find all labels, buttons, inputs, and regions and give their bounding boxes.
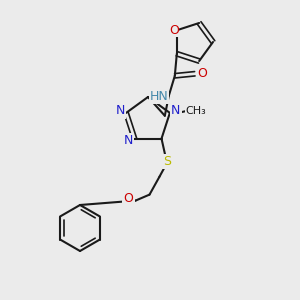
Text: N: N [171, 104, 181, 117]
Text: N: N [124, 134, 133, 147]
Text: CH₃: CH₃ [185, 106, 206, 116]
Text: N: N [116, 104, 125, 117]
Text: O: O [197, 67, 207, 80]
Text: HN: HN [149, 90, 168, 103]
Text: S: S [164, 155, 172, 168]
Text: O: O [124, 192, 134, 205]
Text: O: O [169, 24, 179, 37]
